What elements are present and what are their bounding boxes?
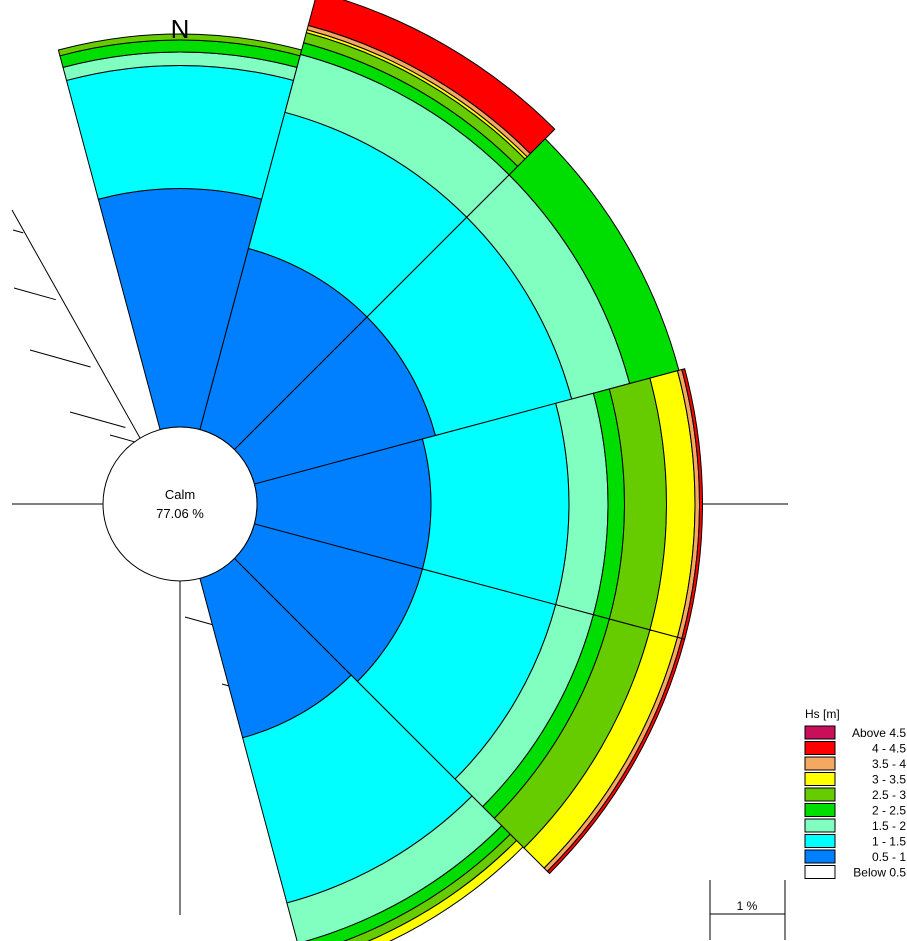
legend-label: 4 - 4.5 [872,742,906,756]
legend-swatch [804,756,836,771]
legend-swatch [804,772,836,786]
legend-swatch [804,787,836,802]
calm-label: Calm [165,487,195,502]
sector-0-band-1 [65,65,295,200]
sector-135-band-5 [367,839,524,941]
legend-swatch [804,834,836,848]
legend-label: Above 4.5 [852,726,906,740]
legend-label: 0.5 - 1 [872,850,906,864]
legend-swatch [804,818,836,833]
sector-30-band-7 [307,0,556,155]
legend-swatch [804,803,836,817]
legend-swatch [804,741,836,755]
legend-swatch [804,849,836,864]
legend-swatch [804,725,836,740]
legend-label: 1.5 - 2 [872,819,906,833]
scale-label: 1 % [737,899,758,913]
legend-label: 2 - 2.5 [872,804,906,818]
scale-bar: 1 % [709,880,786,940]
calm-circle: Calm 77.06 % [102,426,258,582]
legend-swatch [804,865,836,879]
legend-label: 1 - 1.5 [872,835,906,849]
legend-label: 2.5 - 3 [872,788,906,802]
sector-105-band-7 [546,637,686,875]
legend-label: 3.5 - 4 [872,757,906,771]
legend: Hs [m] Above 4.5 4 - 4.53.5 - 4 3 - 3.52.5… [804,707,906,880]
legend-label: 3 - 3.5 [872,773,906,787]
legend-label: Below 0.5 [853,866,906,880]
calm-value: 77.06 % [156,506,204,521]
north-label: N [171,14,190,44]
sectors [57,0,703,941]
legend-title: Hs [m] [805,707,840,721]
